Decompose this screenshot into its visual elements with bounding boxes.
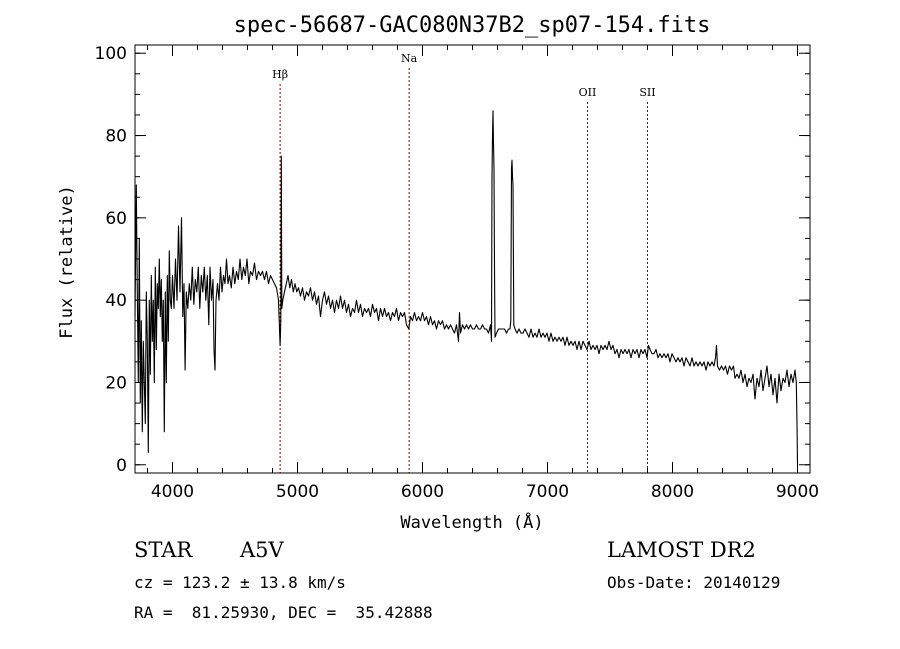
observation-date: Obs-Date: 20140129 [607,573,781,592]
object-class: STAR [134,538,193,562]
y-tick-label: 0 [116,456,127,476]
y-axis-label: Flux (relative) [57,185,77,339]
y-tick-label: 20 [105,373,127,393]
survey-name: LAMOST DR2 [607,538,756,562]
chart-title: spec-56687-GAC080N37B2_sp07-154.fits [234,13,711,38]
x-axis-label: Wavelength (Å) [400,511,543,533]
x-tick-label: 7000 [526,482,569,502]
spectrum-series [134,110,799,465]
y-tick-label: 40 [105,291,127,311]
line-label: Na [401,52,418,65]
x-tick-label: 8000 [651,482,694,502]
redshift-velocity: cz = 123.2 ± 13.8 km/s [134,573,346,592]
x-tick-label: 6000 [401,482,444,502]
emission-line-markers: Hβ Na OII SII [272,52,656,473]
x-tick-label: 9000 [776,482,819,502]
line-label: Hβ [272,68,288,81]
y-tick-label: 100 [95,44,127,64]
axis-ticks: 4000 5000 6000 7000 8000 9000 0 20 40 60 80 100 [95,44,820,502]
spectrum-line-0 [134,110,799,465]
y-tick-label: 60 [105,209,127,229]
x-tick-label: 4000 [151,482,194,502]
y-tick-label: 80 [105,127,127,147]
plot-frame [134,44,811,474]
line-label: OII [579,86,597,99]
coordinates: RA = 81.25930, DEC = 35.42888 [134,603,433,622]
line-label: SII [639,86,655,99]
x-tick-label: 5000 [276,482,319,502]
object-subclass: A5V [240,538,284,562]
